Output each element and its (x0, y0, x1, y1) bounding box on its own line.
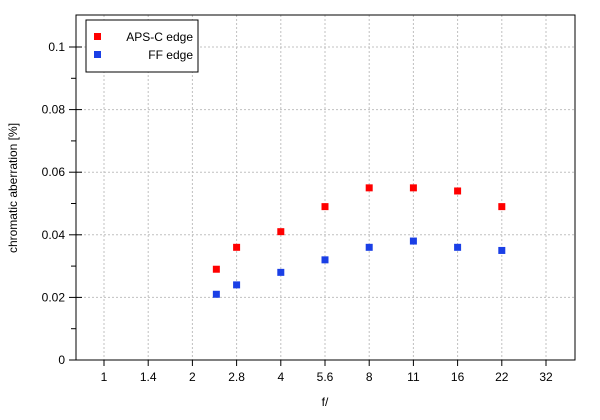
x-tick-label: 32 (539, 370, 553, 384)
x-tick-label: 5.6 (317, 370, 334, 384)
ff-data-point (498, 246, 506, 254)
legend-label-ff: FF edge (148, 48, 193, 62)
x-tick-label: 22 (495, 370, 509, 384)
x-tick-label: 4 (277, 370, 284, 384)
legend: APS-C edge FF edge (85, 19, 199, 73)
aps-c-data-point (212, 265, 220, 273)
ff-data-point (321, 256, 329, 264)
aps-c-data-point (277, 228, 285, 236)
legend-marker-aps-c (94, 33, 101, 40)
legend-label-aps-c: APS-C edge (126, 30, 193, 44)
aps-c-data-point (454, 187, 462, 195)
x-tick-label: 11 (407, 370, 420, 384)
ff-data-point (365, 243, 373, 251)
ff-data-point (409, 237, 417, 245)
x-tick-label: 1.4 (140, 370, 157, 384)
y-tick-label: 0.02 (42, 290, 66, 304)
legend-box (85, 19, 199, 73)
ff-data-point (454, 243, 462, 251)
aps-c-data-point (365, 184, 373, 192)
x-tick-label: 8 (366, 370, 373, 384)
y-tick-label: 0.06 (42, 165, 66, 179)
aps-c-data-point (498, 203, 506, 211)
aps-c-data-point (409, 184, 417, 192)
y-tick-label: 0.04 (42, 228, 66, 242)
x-tick-label: 2 (189, 370, 196, 384)
ff-data-point (233, 281, 241, 289)
data-points (212, 184, 506, 298)
y-tick-label: 0 (58, 353, 65, 367)
x-axis-label: f/ (322, 395, 329, 409)
x-tick-label: 2.8 (228, 370, 245, 384)
x-tick-label: 16 (451, 370, 465, 384)
axes: 1 1.4 2 2.8 4 5.6 8 11 16 22 32 0 0.02 0.04 0.06 0.08 0.… (42, 14, 576, 384)
ff-data-point (277, 268, 285, 276)
aps-c-data-point (321, 203, 329, 211)
y-tick-label: 0.08 (42, 103, 66, 117)
legend-marker-ff (94, 51, 101, 58)
x-tick-label: 1 (101, 370, 108, 384)
y-tick-label: 0.1 (48, 40, 65, 54)
y-axis-label: chromatic aberration [%] (6, 123, 20, 253)
plot-frame (75, 14, 576, 361)
ff-data-point (212, 290, 220, 298)
aps-c-data-point (233, 243, 241, 251)
